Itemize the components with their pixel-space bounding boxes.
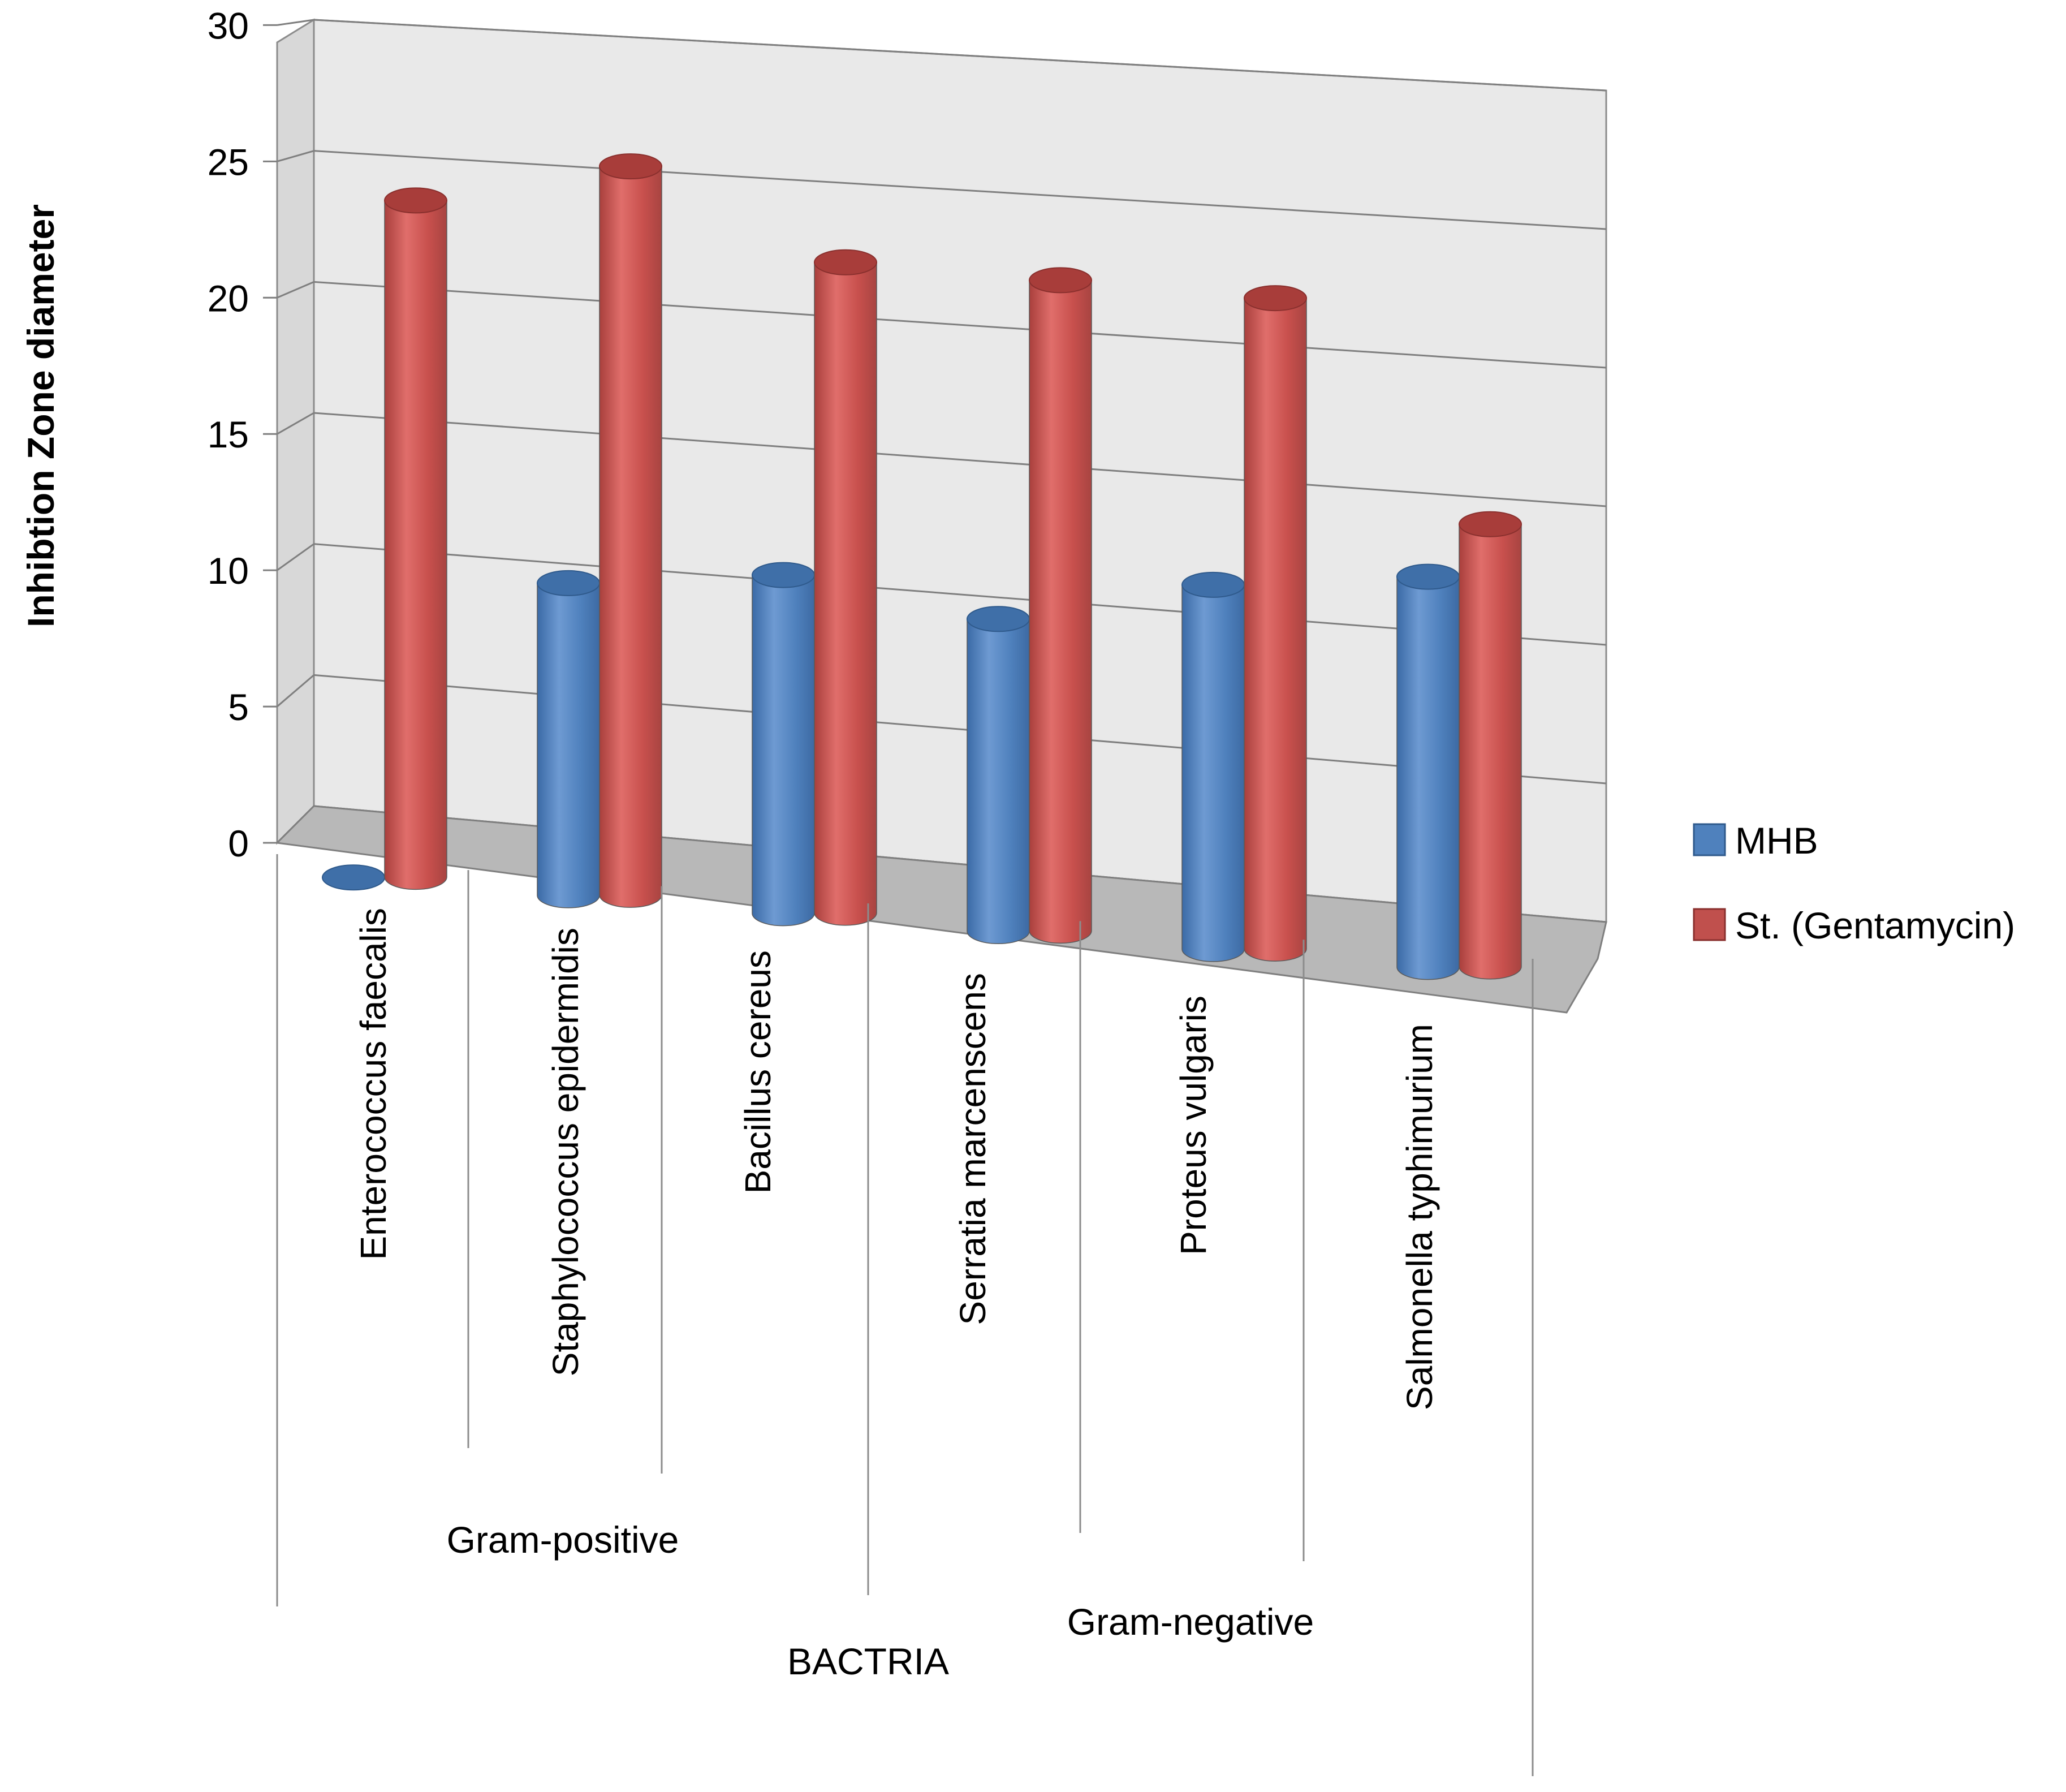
bar-top: [384, 187, 447, 214]
y-axis-ticks: 0 5 10 15 20 25 30: [208, 5, 277, 864]
bar-body: [1029, 279, 1092, 944]
bars: [322, 153, 1522, 980]
y-tick: 5: [228, 686, 277, 728]
bar-body: [599, 166, 662, 908]
legend-label: St. (Gentamycin): [1735, 904, 2015, 946]
bar: [599, 153, 662, 908]
gridline: [313, 412, 1607, 507]
bar-body: [752, 574, 815, 927]
bar-body: [1244, 298, 1307, 962]
y-tick: 15: [208, 413, 277, 455]
group-label-gram-positive: Gram-positive: [447, 1519, 679, 1561]
bar-top: [1029, 267, 1092, 294]
y-tick-label: 30: [208, 5, 249, 46]
y-tick-label: 0: [228, 822, 249, 864]
bar-top: [967, 606, 1030, 632]
bar-body: [384, 200, 447, 890]
bar: [967, 606, 1030, 944]
x-axis: Enterococcus faecalis Staphylococcus epid…: [276, 854, 1534, 1776]
x-axis-title: BACTRIA: [787, 1640, 949, 1682]
bar: [1244, 285, 1307, 962]
group-label-gram-negative: Gram-negative: [1067, 1601, 1314, 1643]
bar: [1459, 511, 1522, 980]
bar-body: [1459, 524, 1522, 980]
gridline: [313, 543, 1607, 646]
bar-body: [537, 583, 600, 908]
bar: [384, 187, 447, 890]
legend-item: St. (Gentamycin): [1693, 904, 2015, 946]
y-tick: 0: [228, 822, 277, 864]
gridline: [313, 674, 1607, 785]
y-tick: 30: [208, 5, 277, 46]
gridline-side: [277, 19, 314, 26]
x-tick-label: Bacillus cereus: [737, 950, 778, 1194]
y-tick: 10: [208, 550, 277, 592]
x-tick-label: Enterococcus faecalis: [353, 908, 394, 1260]
y-tick: 20: [208, 277, 277, 319]
bar: [1029, 267, 1092, 944]
gridline-side: [277, 543, 314, 571]
y-tick-label: 5: [228, 686, 249, 728]
gridline-side: [277, 412, 314, 435]
bar-body: [814, 262, 877, 926]
legend: MHB St. (Gentamycin): [1693, 820, 2015, 946]
bar-body: [1181, 584, 1245, 962]
category-bars: [1396, 511, 1522, 980]
bar: [537, 570, 600, 908]
x-tick-label: Staphylococcus epidermidis: [545, 928, 586, 1376]
bar-top: [1459, 511, 1522, 537]
y-tick-label: 25: [208, 141, 249, 183]
bar: [814, 249, 877, 926]
x-tick-label: Salmonella typhimurium: [1399, 1024, 1440, 1410]
legend-item: MHB: [1693, 820, 1818, 861]
gridline-side: [277, 674, 314, 708]
bar-top: [1396, 563, 1460, 590]
legend-swatch: [1693, 908, 1726, 941]
y-tick-label: 20: [208, 277, 249, 319]
bar: [752, 562, 815, 927]
x-tick-label: Proteus vulgaris: [1173, 996, 1214, 1255]
bar-top: [752, 562, 815, 588]
gridline-side: [277, 150, 314, 162]
legend-label: MHB: [1735, 820, 1818, 861]
legend-swatch: [1693, 823, 1726, 856]
bar: [322, 864, 385, 891]
y-tick: 25: [208, 141, 277, 183]
bar: [1181, 571, 1245, 962]
category-bars: [537, 153, 662, 908]
bar-top: [537, 570, 600, 596]
group-label-text: Gram-positive: [447, 1519, 679, 1561]
bar-body: [1396, 576, 1460, 980]
bar-top: [1181, 571, 1245, 598]
bar: [1396, 563, 1460, 980]
bar-top: [599, 153, 662, 180]
y-axis-title: Inhibtion Zone diameter: [20, 204, 62, 627]
bar-top: [322, 864, 385, 891]
bar-top: [814, 249, 877, 275]
category-bars: [967, 267, 1092, 944]
group-label-text: Gram-negative: [1067, 1601, 1314, 1643]
x-tick-label: Serratia marcenscens: [952, 973, 993, 1325]
y-tick-label: 10: [208, 550, 249, 592]
gridline: [313, 150, 1607, 230]
gridline: [313, 19, 1607, 92]
bar-top: [1244, 285, 1307, 312]
category-bars: [1181, 285, 1307, 962]
y-tick-label: 15: [208, 413, 249, 455]
category-bars: [752, 249, 877, 927]
gridline-side: [277, 281, 314, 299]
gridline: [313, 281, 1607, 369]
category-bars: [322, 187, 447, 891]
bar-body: [967, 618, 1030, 944]
